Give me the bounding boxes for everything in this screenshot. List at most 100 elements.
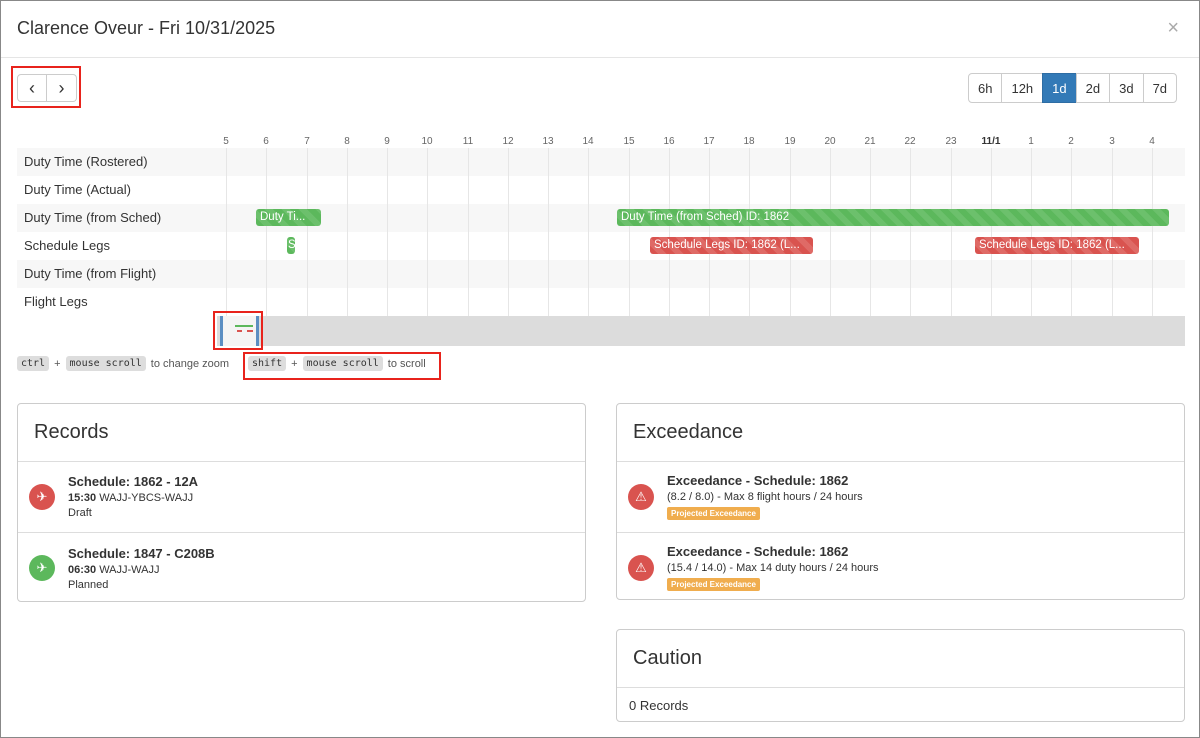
grid-line [830,148,831,316]
grid-line [548,148,549,316]
duty-sched-bar[interactable]: Duty Time (from Sched) ID: 1862 [617,209,1169,226]
time-tick: 11/1 [981,136,1001,147]
next-button[interactable]: › [47,74,77,102]
exceedance-item[interactable]: ⚠ Exceedance - Schedule: 1862 (15.4 / 14… [617,533,1184,604]
record-time: 06:30 [68,563,97,576]
time-tick: 20 [824,136,836,147]
highlight-box [11,66,81,108]
exceedance-detail: (8.2 / 8.0) - Max 8 flight hours / 24 ho… [667,490,863,503]
time-tick: 21 [864,136,876,147]
grid-line [468,148,469,316]
row-schedule-legs: Schedule Legs [24,238,111,253]
warning-icon: ⚠ [628,555,654,581]
zoom-1d-button[interactable]: 1d [1042,73,1077,103]
modal-title: Clarence Oveur - Fri 10/31/2025 [17,18,276,38]
grid-line [870,148,871,316]
timeline-scrollbar[interactable] [217,316,1185,346]
time-tick: 9 [384,136,390,147]
row-duty-actual: Duty Time (Actual) [24,182,131,197]
duty-sched-bar[interactable]: Duty Ti... [256,209,321,226]
zoom-hint-text: to change zoom [150,357,230,370]
zoom-7d-button[interactable]: 7d [1142,73,1178,103]
exceedance-panel: Exceedance ⚠ Exceedance - Schedule: 1862… [616,403,1185,600]
chevron-left-icon: ‹ [29,77,35,98]
warning-icon: ⚠ [628,483,654,510]
scrollbar-thumb[interactable] [220,316,259,346]
zoom-3d-button[interactable]: 3d [1109,73,1144,103]
exceedance-item-title: Exceedance - Schedule: 1862 [667,544,849,559]
scroll-hint-text: to scroll [387,357,426,370]
schedule-leg-bar[interactable]: Schedule Legs ID: 1862 (L... [975,237,1139,254]
record-item[interactable]: ✈ Schedule: 1847 - C208B 06:30 WAJJ-WAJJ… [18,533,585,604]
grid-line [709,148,710,316]
grid-line [951,148,952,316]
grid-line [749,148,750,316]
exceedance-item[interactable]: ⚠ Exceedance - Schedule: 1862 (8.2 / 8.0… [617,462,1184,533]
zoom-12h-button[interactable]: 12h [1001,73,1044,103]
row-flight-legs: Flight Legs [24,294,88,309]
time-tick: 10 [421,136,433,147]
shift-key: shift [248,356,287,371]
record-time: 15:30 [68,492,97,504]
time-tick: 12 [502,136,514,147]
plane-icon: ✈ [29,483,55,510]
grid-line [910,148,911,316]
zoom-hint: ctrl + mouse scroll to change zoom [17,356,229,371]
scroll-hint: shift + mouse scroll to scroll [248,356,426,371]
record-status: Planned [68,578,109,591]
chevron-right-icon: › [58,77,65,98]
row-duty-rostered: Duty Time (Rostered) [17,148,1185,176]
exceedance-item-title: Exceedance - Schedule: 1862 [667,472,849,488]
time-tick: 4 [1149,136,1155,147]
grid-line [226,148,227,316]
time-tick: 19 [784,136,796,147]
header-divider [1,57,1199,58]
prev-button[interactable]: ‹ [17,74,47,102]
time-tick: 15 [623,136,635,147]
exceedance-title: Exceedance [617,404,1184,462]
schedule-leg-bar[interactable]: Schedule Legs ID: 1862 (L... [650,237,813,254]
record-route: WAJJ-WAJJ [99,563,160,576]
time-tick: 8 [344,136,350,147]
nav-group: ‹ › [17,74,77,102]
time-tick: 18 [743,136,755,147]
records-panel: Records ✈ Schedule: 1862 - 12A 15:30 WAJ… [17,403,586,602]
time-tick: 5 [223,136,229,147]
grid-line [307,148,308,316]
record-route: WAJJ-YBCS-WAJJ [99,492,194,504]
grid-line [347,148,348,316]
time-tick: 17 [703,136,715,147]
caution-title: Caution [617,630,1184,688]
grid-line [1152,148,1153,316]
grid-line [266,148,267,316]
grid-line [1071,148,1072,316]
record-item[interactable]: ✈ Schedule: 1862 - 12A 15:30 WAJJ-YBCS-W… [18,462,585,533]
highlight-box [243,352,441,380]
exceedance-detail: (15.4 / 14.0) - Max 14 duty hours / 24 h… [667,562,879,574]
projected-exceedance-badge: Projected Exceedance [667,578,760,591]
zoom-group: 6h 12h 1d 2d 3d 7d [968,73,1178,103]
mouse-scroll-key: mouse scroll [65,356,146,371]
time-tick: 1 [1028,136,1034,147]
zoom-2d-button[interactable]: 2d [1075,73,1111,103]
highlight-box [213,311,263,350]
zoom-6h-button[interactable]: 6h [968,73,1003,103]
plus-sign: + [54,357,61,370]
time-tick: 11 [462,136,474,147]
grid-line [669,148,670,316]
time-tick: 22 [904,136,916,147]
caution-count: 0 Records [629,698,689,713]
row-duty-flight: Duty Time (from Flight) [17,260,1185,288]
time-tick: 23 [945,136,957,147]
plus-sign: + [291,357,298,370]
mouse-scroll-key: mouse scroll [302,356,383,371]
time-tick: 6 [263,136,269,147]
records-title: Records [18,404,585,462]
time-tick: 13 [542,136,554,147]
grid-line [1031,148,1032,316]
plane-icon: ✈ [29,555,55,581]
grid-line [790,148,791,316]
time-tick: 3 [1109,136,1115,147]
schedule-leg-bar[interactable]: S [287,237,295,254]
close-button[interactable]: × [1167,17,1179,39]
